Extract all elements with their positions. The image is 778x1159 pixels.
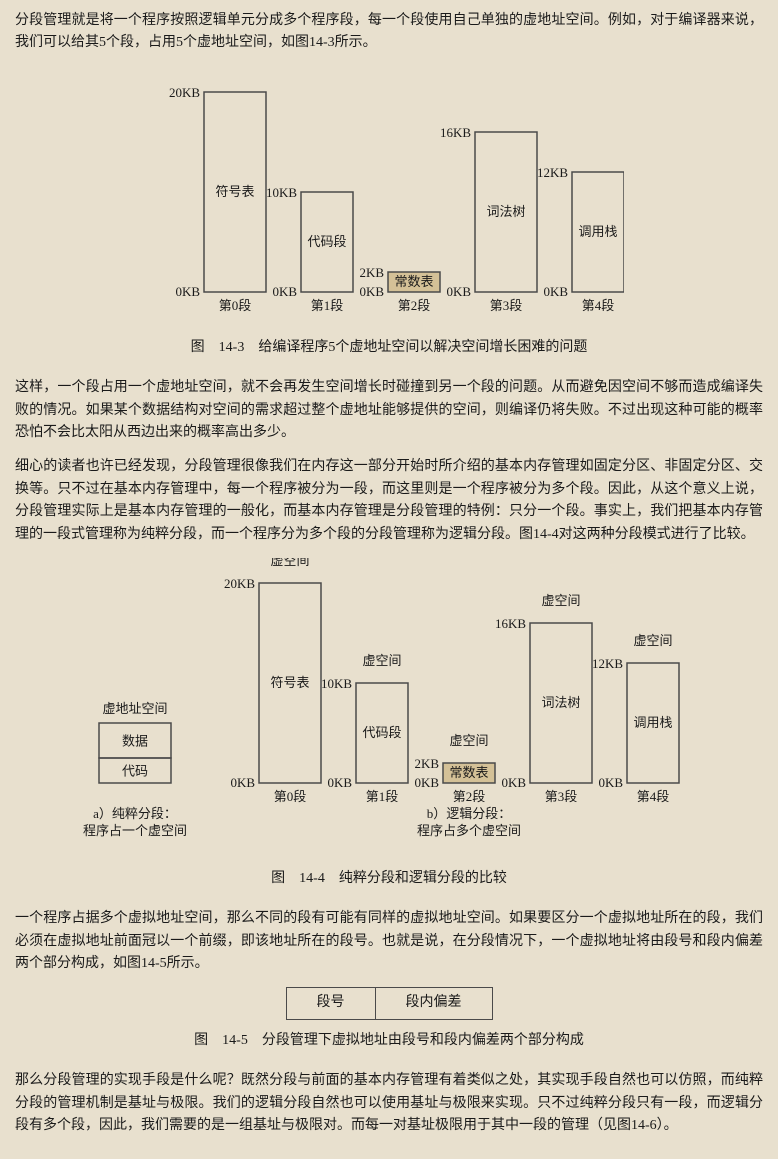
svg-text:程序占一个虚空间: 程序占一个虚空间 bbox=[83, 823, 187, 838]
svg-text:16KB: 16KB bbox=[440, 125, 471, 140]
svg-text:第0段: 第0段 bbox=[274, 789, 307, 804]
svg-text:0KB: 0KB bbox=[414, 775, 439, 790]
svg-text:第4段: 第4段 bbox=[582, 298, 615, 313]
svg-text:词法树: 词法树 bbox=[486, 204, 525, 219]
svg-text:0KB: 0KB bbox=[359, 284, 384, 299]
figure-14-4: 虚地址空间数据代码a）纯粹分段：程序占一个虚空间虚空间符号表20KB0KB第0段… bbox=[15, 558, 763, 858]
svg-text:第1段: 第1段 bbox=[311, 298, 344, 313]
paragraph-4: 一个程序占据多个虚拟地址空间，那么不同的段有可能有同样的虚拟地址空间。如果要区分… bbox=[15, 908, 763, 975]
svg-text:虚空间: 虚空间 bbox=[270, 558, 309, 568]
svg-text:第4段: 第4段 bbox=[637, 789, 670, 804]
paragraph-5: 那么分段管理的实现手段是什么呢？既然分段与前面的基本内存管理有着类似之处，其实现… bbox=[15, 1070, 763, 1137]
svg-text:数据: 数据 bbox=[122, 733, 148, 748]
svg-text:程序占多个虚空间: 程序占多个虚空间 bbox=[417, 823, 521, 838]
svg-text:虚空间: 虚空间 bbox=[362, 653, 401, 668]
svg-text:2KB: 2KB bbox=[414, 756, 439, 771]
segment-address-table: 段号 段内偏差 bbox=[286, 987, 493, 1019]
svg-text:16KB: 16KB bbox=[495, 616, 526, 631]
svg-text:b）逻辑分段：: b）逻辑分段： bbox=[427, 806, 512, 821]
svg-text:第2段: 第2段 bbox=[453, 789, 486, 804]
svg-text:第1段: 第1段 bbox=[366, 789, 399, 804]
svg-text:0KB: 0KB bbox=[327, 775, 352, 790]
svg-text:第3段: 第3段 bbox=[545, 789, 578, 804]
svg-text:调用栈: 调用栈 bbox=[633, 715, 672, 730]
svg-text:虚空间: 虚空间 bbox=[633, 633, 672, 648]
svg-text:代码段: 代码段 bbox=[307, 234, 346, 249]
svg-text:0KB: 0KB bbox=[446, 284, 471, 299]
svg-text:第2段: 第2段 bbox=[398, 298, 431, 313]
svg-text:0KB: 0KB bbox=[175, 284, 200, 299]
cell-segment-offset: 段内偏差 bbox=[375, 988, 492, 1019]
svg-text:0KB: 0KB bbox=[543, 284, 568, 299]
figure-14-3: 符号表 20KB 0KB 第0段 代码段 10KB 0KB 第1段 常数表 2KB 0KB 第2段 词法… bbox=[15, 67, 763, 327]
svg-text:常数表: 常数表 bbox=[394, 274, 433, 289]
figure-14-3-caption: 图 14-3 给编译程序5个虚地址空间以解决空间增长困难的问题 bbox=[15, 337, 763, 359]
svg-text:常数表: 常数表 bbox=[449, 765, 488, 780]
svg-text:0KB: 0KB bbox=[272, 284, 297, 299]
svg-text:20KB: 20KB bbox=[169, 85, 200, 100]
svg-text:0KB: 0KB bbox=[501, 775, 526, 790]
paragraph-1: 分段管理就是将一个程序按照逻辑单元分成多个程序段，每一个段使用自己单独的虚地址空… bbox=[15, 10, 763, 55]
svg-text:a）纯粹分段：: a）纯粹分段： bbox=[93, 806, 177, 821]
svg-text:第3段: 第3段 bbox=[490, 298, 523, 313]
svg-text:代码: 代码 bbox=[122, 763, 148, 778]
svg-text:20KB: 20KB bbox=[224, 576, 255, 591]
svg-text:12KB: 12KB bbox=[537, 165, 568, 180]
figure-14-5-caption: 图 14-5 分段管理下虚拟地址由段号和段内偏差两个部分构成 bbox=[15, 1030, 763, 1052]
svg-text:词法树: 词法树 bbox=[541, 695, 580, 710]
svg-text:10KB: 10KB bbox=[266, 185, 297, 200]
svg-text:第0段: 第0段 bbox=[219, 298, 252, 313]
figure-14-5: 段号 段内偏差 bbox=[15, 987, 763, 1019]
svg-text:调用栈: 调用栈 bbox=[578, 224, 617, 239]
svg-text:12KB: 12KB bbox=[592, 656, 623, 671]
svg-text:10KB: 10KB bbox=[321, 676, 352, 691]
svg-text:0KB: 0KB bbox=[230, 775, 255, 790]
svg-text:代码段: 代码段 bbox=[362, 725, 401, 740]
svg-text:符号表: 符号表 bbox=[215, 184, 254, 199]
svg-text:虚空间: 虚空间 bbox=[449, 733, 488, 748]
paragraph-3: 细心的读者也许已经发现，分段管理很像我们在内存这一部分开始时所介绍的基本内存管理… bbox=[15, 456, 763, 546]
figure-14-4-caption: 图 14-4 纯粹分段和逻辑分段的比较 bbox=[15, 868, 763, 890]
svg-text:0KB: 0KB bbox=[598, 775, 623, 790]
paragraph-2: 这样，一个段占用一个虚地址空间，就不会再发生空间增长时碰撞到另一个段的问题。从而… bbox=[15, 377, 763, 444]
svg-text:符号表: 符号表 bbox=[270, 675, 309, 690]
svg-text:虚地址空间: 虚地址空间 bbox=[102, 701, 167, 716]
svg-text:2KB: 2KB bbox=[359, 265, 384, 280]
cell-segment-number: 段号 bbox=[286, 988, 375, 1019]
svg-text:虚空间: 虚空间 bbox=[541, 593, 580, 608]
